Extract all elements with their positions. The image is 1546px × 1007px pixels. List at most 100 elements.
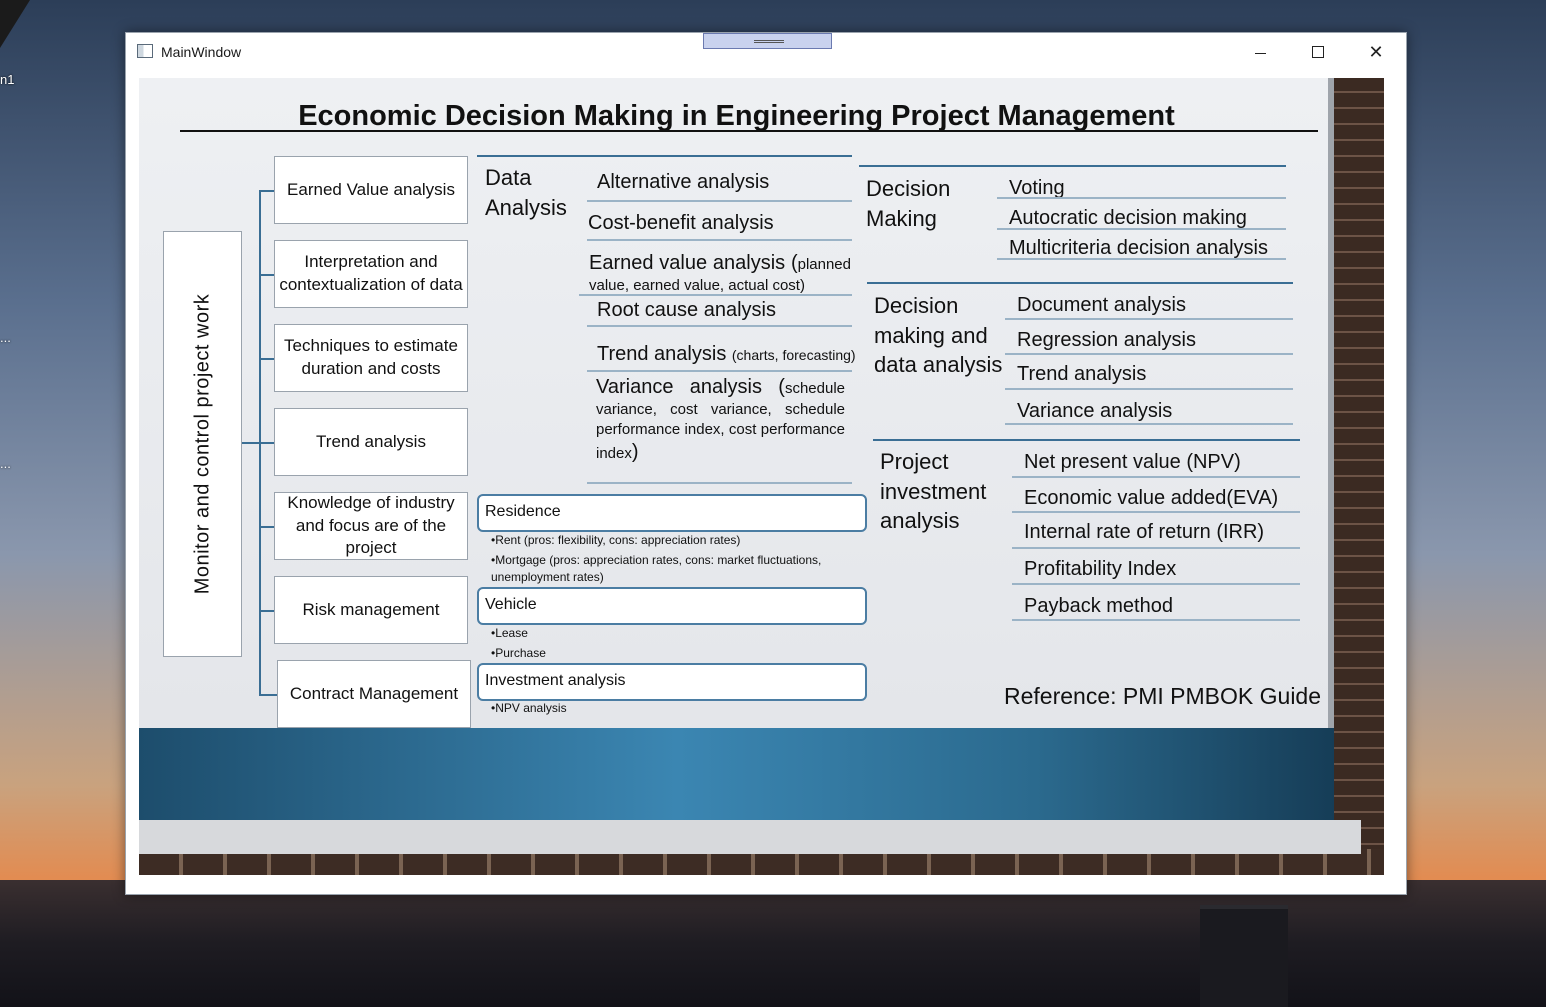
document-analysis-item: Document analysis: [1017, 294, 1186, 316]
image-viewport: Economic Decision Making in Engineering …: [139, 78, 1384, 875]
tree-branch: [259, 610, 274, 612]
trend-analysis-right-item: Trend analysis: [1017, 363, 1147, 385]
tree-branch: [259, 694, 277, 696]
row-divider: [1005, 388, 1293, 390]
earned-value-analysis: Earned value analysis (planned value, ea…: [589, 250, 851, 296]
variance-close: ): [631, 441, 639, 463]
row-divider: [1005, 353, 1293, 355]
profitability-index-item: Profitability Index: [1024, 558, 1177, 580]
desktop-label[interactable]: ...: [0, 330, 11, 345]
earned-value-box: Earned Value analysis: [274, 156, 468, 224]
interpretation-box: Interpretation and contextualization of …: [274, 240, 468, 308]
reference-text: Reference: PMI PMBOK Guide: [1004, 683, 1322, 709]
vehicle-box: Vehicle: [477, 587, 867, 625]
row-divider: [587, 370, 852, 372]
minimize-icon: [1254, 52, 1266, 54]
minimize-button[interactable]: [1231, 33, 1289, 71]
vertical-label: Monitor and control project work: [191, 293, 213, 595]
close-icon: ✕: [1368, 41, 1384, 62]
slide: Economic Decision Making in Engineering …: [139, 78, 1334, 728]
earned-value-detail: planned value, earned value, actual cost…: [589, 256, 851, 294]
title-underline: [180, 130, 1318, 132]
estimate-techniques-box: Techniques to estimate duration and cost…: [274, 324, 468, 392]
slide-title: Economic Decision Making in Engineering …: [298, 100, 1175, 132]
alternative-analysis: Alternative analysis: [597, 171, 770, 193]
slide-shadow: [139, 820, 1361, 854]
industry-knowledge-box: Knowledge of industry and focus are of t…: [274, 492, 468, 560]
investment-analysis-box: Investment analysis: [477, 663, 867, 701]
project-investment-rule: [873, 439, 1300, 441]
city-tower: [1200, 905, 1288, 1007]
decision-making-rule: [859, 165, 1286, 167]
risk-management-box: Risk management: [274, 576, 468, 644]
eva-item: Economic value added(EVA): [1024, 487, 1279, 509]
maximize-icon: [1312, 46, 1324, 58]
project-investment-heading: Project investment analysis: [880, 449, 987, 534]
tree-branch: [259, 442, 274, 444]
residence-box: Residence: [477, 494, 867, 532]
row-divider: [997, 197, 1286, 199]
variance-detail: schedule variance, cost variance, schedu…: [596, 380, 845, 462]
row-divider: [1012, 476, 1300, 478]
row-divider: [1012, 583, 1300, 585]
row-divider: [1012, 547, 1300, 549]
monitor-control-box: Monitor and control project work: [163, 231, 242, 657]
window-title: MainWindow: [161, 44, 242, 60]
trend-main: Trend analysis: [597, 343, 732, 365]
row-divider: [1005, 318, 1293, 320]
row-divider: [1005, 423, 1293, 425]
cost-benefit-analysis: Cost-benefit analysis: [588, 212, 774, 234]
variance-main: Variance analysis (: [596, 376, 785, 398]
autocratic-item: Autocratic decision making: [1009, 207, 1247, 229]
title-bar[interactable]: MainWindow ✕: [126, 33, 1406, 71]
row-divider: [997, 228, 1286, 230]
row-divider: [579, 294, 852, 296]
row-divider: [587, 325, 852, 327]
npv-item: Net present value (NPV): [1024, 451, 1241, 473]
variance-analysis-right-item: Variance analysis: [1017, 400, 1173, 422]
brick-background: [1324, 78, 1384, 875]
decision-data-rule: [867, 282, 1293, 284]
irr-item: Internal rate of return (IRR): [1024, 521, 1265, 543]
drag-grip-handle[interactable]: [703, 33, 832, 49]
desktop-corner: [0, 0, 30, 48]
decision-data-heading: Decision making and data analysis: [874, 293, 1003, 378]
trend-analysis-item: Trend analysis (charts, forecasting): [597, 343, 856, 366]
row-divider: [1012, 511, 1300, 513]
row-divider: [1012, 619, 1300, 621]
row-divider: [587, 200, 852, 202]
tree-branch: [259, 190, 274, 192]
earned-value-main: Earned value analysis (: [589, 252, 798, 274]
tree-branch: [259, 274, 274, 276]
vehicle-bullet: •Purchase: [491, 646, 546, 660]
grip-icon: [754, 40, 784, 43]
tree-branch: [259, 358, 274, 360]
payback-method-item: Payback method: [1024, 595, 1173, 617]
main-window: MainWindow ✕ Economic Decision Making in…: [125, 32, 1407, 895]
data-analysis-rule: [477, 155, 852, 157]
multicriteria-item: Multicriteria decision analysis: [1009, 237, 1268, 259]
close-button[interactable]: ✕: [1347, 33, 1405, 71]
residence-bullet: •Mortgage (pros: appreciation rates, con…: [491, 553, 822, 584]
maximize-button[interactable]: [1289, 33, 1347, 71]
slide-footer-band: [139, 728, 1334, 820]
desktop-label[interactable]: n1: [0, 72, 15, 87]
tree-connector: [242, 442, 259, 444]
trend-analysis-box: Trend analysis: [274, 408, 468, 476]
data-analysis-heading: Data Analysis: [485, 165, 567, 220]
vehicle-bullet: •Lease: [491, 626, 528, 640]
decision-making-heading: Decision Making: [866, 176, 951, 231]
app-icon: [137, 44, 153, 58]
row-divider: [997, 258, 1286, 260]
variance-analysis-item: Variance analysis (schedule variance, co…: [596, 374, 845, 465]
row-divider: [587, 239, 852, 241]
regression-analysis-item: Regression analysis: [1017, 329, 1196, 351]
city-skyline: [0, 880, 1546, 1007]
root-cause-analysis: Root cause analysis: [597, 299, 776, 321]
row-divider: [587, 482, 852, 484]
voting-item: Voting: [1009, 177, 1065, 199]
trend-detail: (charts, forecasting): [731, 347, 856, 363]
tree-branch: [259, 526, 274, 528]
residence-bullet: •Rent (pros: flexibility, cons: apprecia…: [491, 533, 741, 547]
desktop-label[interactable]: ...: [0, 456, 11, 471]
